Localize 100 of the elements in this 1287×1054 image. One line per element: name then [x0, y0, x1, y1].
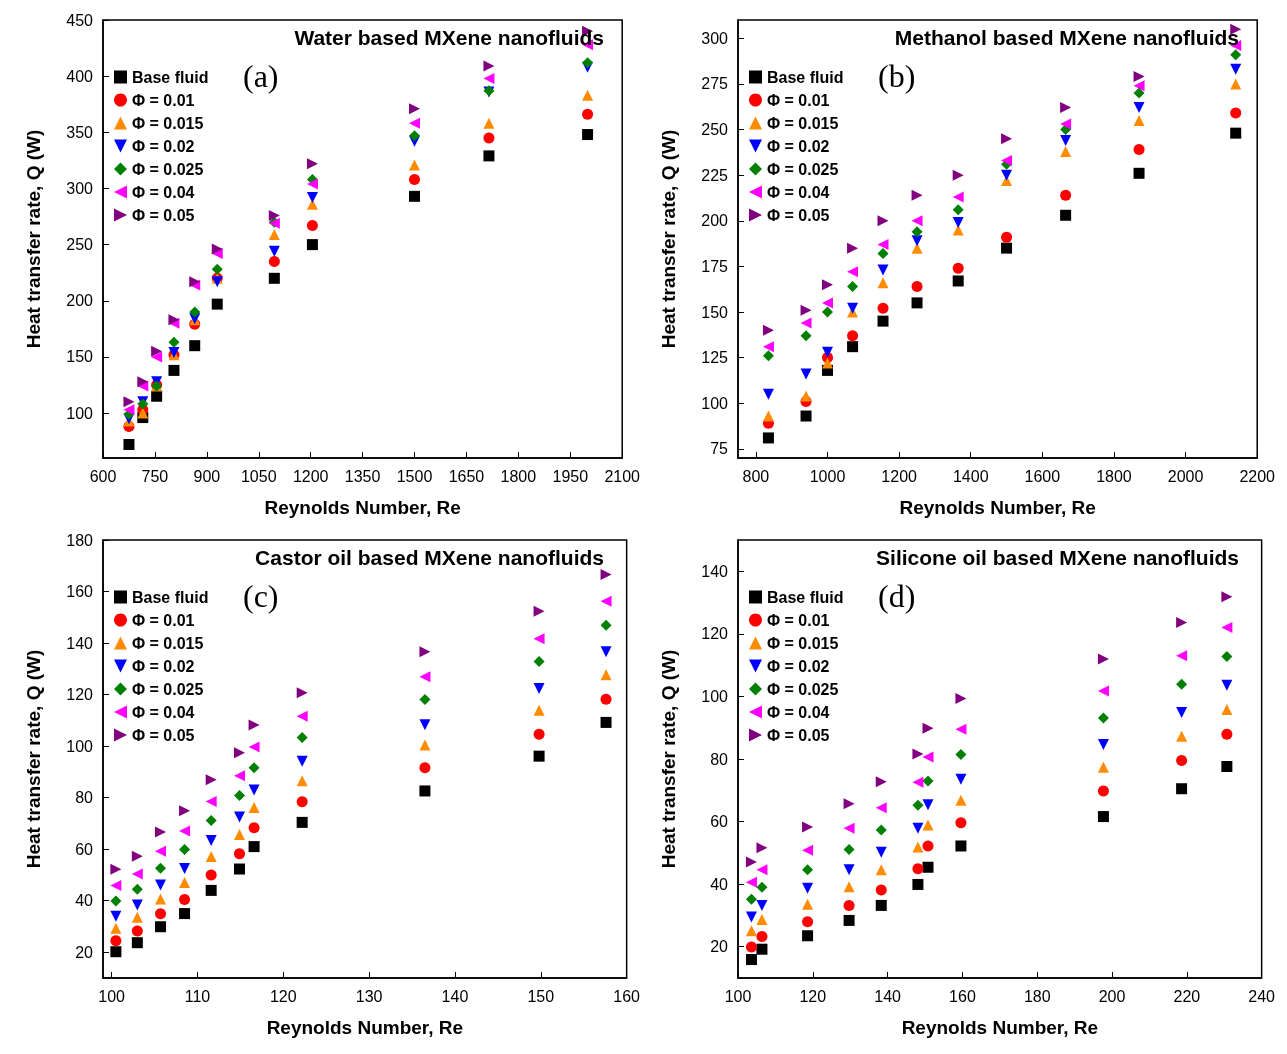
x-tick-label: 1800 — [1096, 467, 1132, 485]
y-tick-label: 180 — [66, 531, 94, 549]
y-tick-label: 120 — [701, 625, 729, 643]
y-tick-label: 75 — [710, 440, 729, 458]
y-tick-label: 140 — [701, 562, 729, 580]
legend-label: Φ = 0.04 — [132, 183, 195, 201]
x-tick-label: 1200 — [292, 467, 329, 485]
x-tick-label: 1400 — [952, 467, 989, 485]
legend-label: Φ = 0.01 — [132, 91, 195, 109]
y-axis-title: Heat transfer rate, Q (W) — [23, 649, 44, 869]
x-tick-label: 1200 — [881, 467, 918, 485]
chart-title: Silicone oil based MXene nanofluids — [876, 546, 1240, 569]
legend-label: Φ = 0.01 — [767, 91, 830, 109]
y-tick-label: 125 — [701, 349, 729, 367]
y-tick-label: 350 — [66, 123, 94, 141]
x-tick-label: 1650 — [448, 467, 485, 485]
legend-label: Φ = 0.015 — [132, 634, 204, 652]
legend-label: Φ = 0.05 — [132, 206, 195, 224]
x-tick-label: 120 — [799, 987, 827, 1005]
legend-label: Φ = 0.05 — [767, 206, 830, 224]
x-axis-title: Reynolds Number, Re — [266, 1017, 464, 1038]
y-tick-label: 40 — [75, 892, 94, 910]
legend-label: Φ = 0.05 — [132, 726, 195, 744]
legend-label: Φ = 0.015 — [767, 634, 839, 652]
legend-label: Φ = 0.025 — [767, 160, 839, 178]
legend-label: Φ = 0.01 — [132, 611, 195, 629]
legend-label: Φ = 0.04 — [132, 703, 195, 721]
x-tick-label: 200 — [1098, 987, 1126, 1005]
y-tick-label: 80 — [710, 750, 729, 768]
x-tick-label: 240 — [1248, 987, 1276, 1005]
y-tick-label: 60 — [75, 840, 94, 858]
y-tick-label: 225 — [701, 166, 729, 184]
legend-label: Φ = 0.025 — [132, 680, 204, 698]
y-tick-label: 200 — [66, 292, 94, 310]
chart-title: Methanol based MXene nanofluids — [894, 26, 1239, 49]
y-tick-label: 150 — [701, 303, 729, 321]
x-tick-label: 120 — [269, 987, 297, 1005]
legend-label: Φ = 0.04 — [767, 703, 830, 721]
legend-label: Φ = 0.02 — [132, 657, 195, 675]
y-tick-label: 40 — [710, 875, 729, 893]
x-tick-label: 2000 — [1167, 467, 1204, 485]
annotation: (b) — [878, 58, 916, 94]
x-tick-label: 160 — [949, 987, 976, 1005]
y-tick-label: 80 — [75, 789, 94, 807]
y-tick-label: 200 — [701, 212, 729, 230]
x-tick-label: 600 — [89, 467, 117, 485]
legend-label: Φ = 0.015 — [132, 114, 204, 132]
legend-label: Base fluid — [767, 68, 844, 86]
y-tick-label: 120 — [66, 686, 94, 704]
y-tick-label: 300 — [66, 179, 94, 197]
x-tick-label: 180 — [1023, 987, 1051, 1005]
x-tick-label: 150 — [527, 987, 555, 1005]
x-tick-label: 100 — [98, 987, 126, 1005]
legend-label: Φ = 0.025 — [132, 160, 204, 178]
annotation: (d) — [878, 578, 916, 614]
x-tick-label: 1500 — [396, 467, 433, 485]
legend-label: Φ = 0.04 — [767, 183, 830, 201]
x-tick-label: 1950 — [552, 467, 589, 485]
x-tick-label: 2100 — [604, 467, 641, 485]
y-tick-label: 160 — [66, 583, 94, 601]
legend-label: Φ = 0.02 — [767, 657, 830, 675]
y-axis-title: Heat transfer rate, Q (W) — [658, 129, 679, 349]
x-tick-label: 800 — [742, 467, 770, 485]
legend-label: Φ = 0.05 — [767, 726, 830, 744]
y-tick-label: 450 — [66, 11, 94, 29]
y-tick-label: 400 — [66, 67, 94, 85]
legend-label: Base fluid — [132, 588, 209, 606]
y-tick-label: 250 — [66, 236, 94, 254]
x-tick-label: 1050 — [240, 467, 277, 485]
chart-title: Water based MXene nanofluids — [294, 26, 604, 49]
y-tick-label: 20 — [710, 938, 729, 956]
x-tick-label: 160 — [613, 987, 641, 1005]
x-tick-label: 140 — [441, 987, 469, 1005]
x-axis-title: Reynolds Number, Re — [264, 497, 461, 518]
y-tick-label: 250 — [701, 121, 729, 138]
legend-label: Φ = 0.02 — [132, 137, 195, 155]
y-tick-label: 175 — [701, 257, 729, 275]
y-tick-label: 100 — [701, 687, 729, 705]
legend-label: Φ = 0.02 — [767, 137, 830, 155]
chart-title: Castor oil based MXene nanofluids — [255, 546, 604, 569]
x-tick-label: 750 — [141, 467, 169, 485]
x-tick-label: 110 — [184, 987, 211, 1005]
x-tick-label: 220 — [1173, 987, 1201, 1005]
legend-label: Φ = 0.01 — [767, 611, 830, 629]
legend-label: Base fluid — [767, 588, 844, 606]
annotation: (a) — [243, 58, 279, 94]
y-tick-label: 20 — [75, 943, 94, 961]
legend-label: Base fluid — [132, 68, 209, 86]
x-tick-label: 140 — [874, 987, 902, 1005]
y-tick-label: 100 — [66, 404, 94, 422]
y-axis-title: Heat transfer rate, Q (W) — [23, 129, 44, 349]
y-tick-label: 100 — [66, 737, 94, 755]
x-tick-label: 130 — [355, 987, 383, 1005]
y-tick-label: 150 — [66, 348, 94, 366]
y-tick-label: 275 — [701, 75, 729, 93]
y-tick-label: 140 — [66, 634, 94, 652]
annotation: (c) — [243, 578, 279, 614]
x-tick-label: 100 — [724, 987, 752, 1005]
x-tick-label: 900 — [193, 467, 221, 485]
x-tick-label: 1800 — [500, 467, 537, 485]
